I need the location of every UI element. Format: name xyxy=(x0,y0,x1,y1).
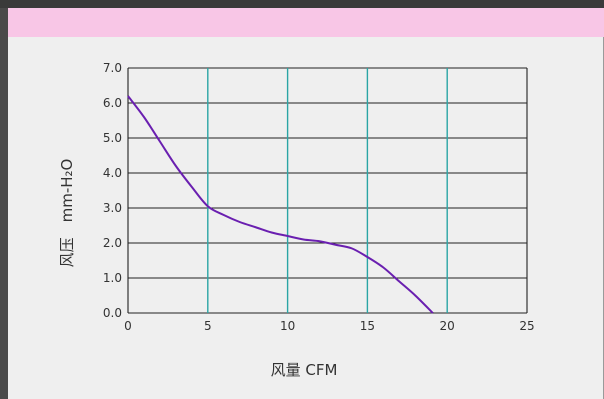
y-tick-label: 2.0 xyxy=(103,236,122,250)
chart-series xyxy=(127,95,434,314)
y-axis-label: 风压 mm-H₂O xyxy=(58,159,76,268)
x-tick-label: 0 xyxy=(124,319,132,333)
window-left-edge xyxy=(0,8,8,399)
y-tick-label: 1.0 xyxy=(103,271,122,285)
x-tick-label: 5 xyxy=(204,319,212,333)
y-tick-label: 0.0 xyxy=(103,306,122,320)
y-tick-label: 5.0 xyxy=(103,131,122,145)
series-line-0 xyxy=(127,95,434,314)
x-tick-label: 15 xyxy=(360,319,375,333)
y-tick-label: 6.0 xyxy=(103,96,122,110)
y-tick-label: 7.0 xyxy=(103,61,122,75)
x-tick-label: 25 xyxy=(519,319,534,333)
chart-grid xyxy=(127,67,528,314)
header-band xyxy=(8,8,604,37)
x-tick-label: 20 xyxy=(440,319,455,333)
y-tick-label: 3.0 xyxy=(103,201,122,215)
x-axis-label: 风量 CFM xyxy=(271,361,338,379)
y-tick-label: 4.0 xyxy=(103,166,122,180)
x-tick-label: 10 xyxy=(280,319,295,333)
tick-labels: 0.0 1.0 2.0 3.0 4.0 5.0 6.0 7.0 0 5 10 15 20 25 xyxy=(103,61,535,333)
chart-panel xyxy=(8,8,604,399)
